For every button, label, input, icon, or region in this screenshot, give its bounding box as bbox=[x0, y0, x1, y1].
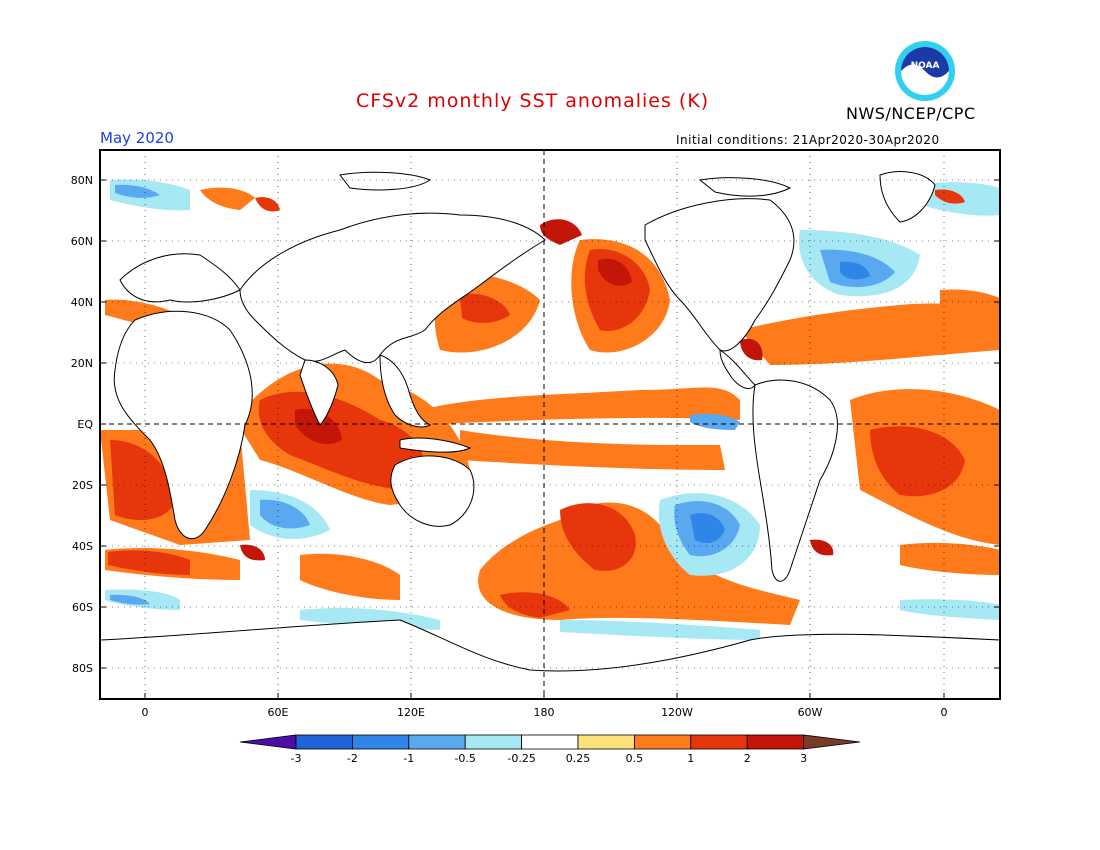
continent-outline bbox=[644, 198, 795, 352]
anomaly-patch bbox=[900, 542, 1000, 575]
lat-label: 40S bbox=[72, 540, 93, 553]
forecast-period: May 2020 bbox=[100, 129, 174, 147]
continent-outline bbox=[390, 455, 475, 527]
anomaly-patch bbox=[110, 440, 175, 520]
legend-swatch bbox=[634, 734, 692, 750]
anomaly-patch bbox=[295, 409, 342, 445]
lon-label: 60E bbox=[268, 706, 289, 719]
legend-tick-label: 0.25 bbox=[566, 752, 591, 765]
anomaly-patch bbox=[900, 599, 1000, 620]
anomaly-patch bbox=[690, 513, 725, 543]
legend-swatch bbox=[521, 734, 579, 750]
agency-label: NWS/NCEP/CPC bbox=[846, 104, 976, 123]
continent-outline bbox=[100, 619, 1000, 699]
anomaly-patch bbox=[260, 499, 310, 529]
legend-swatch bbox=[295, 734, 353, 750]
anomaly-patch bbox=[690, 413, 740, 430]
anomaly-patch bbox=[500, 592, 570, 618]
anomaly-patch bbox=[740, 338, 763, 361]
chart-title: CFSv2 monthly SST anomalies (K) bbox=[356, 90, 710, 112]
legend-swatch bbox=[690, 734, 748, 750]
continent-outline bbox=[752, 379, 838, 582]
continent-outline bbox=[698, 177, 792, 197]
continent-outline bbox=[379, 354, 432, 428]
anomaly-patch bbox=[110, 594, 150, 605]
map-frame bbox=[99, 149, 1001, 700]
lon-label: 180 bbox=[534, 706, 555, 719]
axis-labels: 80N 60N 40N 20N EQ 20S 40S 60S 80S 0 60E 120E 180 120… bbox=[71, 174, 948, 719]
lat-label: EQ bbox=[77, 418, 93, 431]
anomaly-patch bbox=[460, 293, 510, 323]
anomaly-patch bbox=[540, 219, 582, 245]
legend-swatch bbox=[351, 734, 410, 750]
legend-swatch bbox=[746, 734, 805, 750]
continent-outline bbox=[113, 310, 253, 540]
legend-swatch bbox=[408, 734, 466, 750]
anomaly-patch bbox=[300, 553, 400, 600]
anomaly-patch bbox=[115, 184, 160, 198]
anomaly-patch bbox=[840, 261, 870, 280]
anomaly-patch bbox=[810, 539, 834, 556]
lat-label: 60N bbox=[71, 235, 93, 248]
legend-arrow-cold bbox=[239, 734, 297, 750]
legend-swatch bbox=[577, 734, 635, 750]
legend-arrow-warm bbox=[803, 734, 861, 750]
anomaly-patch bbox=[478, 502, 800, 625]
lat-label: 20N bbox=[71, 357, 93, 370]
legend-tick-label: 0.5 bbox=[626, 752, 644, 765]
svg-text:NOAA: NOAA bbox=[911, 61, 940, 71]
legend-tick-label: -1 bbox=[403, 752, 414, 765]
legend-tick-label: 3 bbox=[800, 752, 807, 765]
lon-label: 120W bbox=[661, 706, 693, 719]
anomaly-patch bbox=[870, 426, 965, 497]
anomaly-patch bbox=[108, 550, 190, 575]
continent-outlines bbox=[100, 171, 1000, 699]
anomaly-patch bbox=[420, 387, 740, 425]
legend-tick-label: -0.25 bbox=[507, 752, 535, 765]
anomaly-patch bbox=[560, 620, 760, 640]
anomaly-patch bbox=[740, 300, 1000, 365]
lon-label: 0 bbox=[142, 706, 149, 719]
legend-tick-label: -0.5 bbox=[454, 752, 475, 765]
legend-tick-label: -3 bbox=[291, 752, 302, 765]
anomaly-patch bbox=[240, 544, 265, 561]
lon-label: 120E bbox=[397, 706, 425, 719]
lat-label: 60S bbox=[72, 601, 93, 614]
anomaly-patch bbox=[460, 430, 725, 470]
legend-tick-label: 2 bbox=[744, 752, 751, 765]
lat-label: 40N bbox=[71, 296, 93, 309]
continent-outline bbox=[719, 349, 756, 389]
anomaly-patch bbox=[598, 258, 632, 286]
initial-conditions: Initial conditions: 21Apr2020-30Apr2020 bbox=[676, 133, 940, 147]
legend-tick-label: -2 bbox=[347, 752, 358, 765]
legend-tick-label: 1 bbox=[687, 752, 694, 765]
lon-label: 60W bbox=[798, 706, 823, 719]
continent-outline bbox=[399, 437, 472, 453]
lon-label: 0 bbox=[941, 706, 948, 719]
continent-outline bbox=[299, 359, 339, 426]
lat-label: 80N bbox=[71, 174, 93, 187]
continent-outline bbox=[339, 171, 432, 191]
anomaly-patch bbox=[560, 503, 636, 571]
continent-outline bbox=[879, 171, 936, 223]
legend-swatch bbox=[464, 734, 523, 750]
anomaly-patch bbox=[200, 187, 255, 210]
anomaly-patch bbox=[940, 289, 1000, 320]
noaa-logo-icon: NOAA bbox=[895, 41, 955, 101]
lat-label: 80S bbox=[72, 662, 93, 675]
anomaly-patch bbox=[935, 189, 965, 204]
continent-outline bbox=[239, 212, 546, 364]
anomaly-patch bbox=[255, 197, 280, 212]
lat-label: 20S bbox=[72, 479, 93, 492]
graticule bbox=[100, 150, 1000, 699]
